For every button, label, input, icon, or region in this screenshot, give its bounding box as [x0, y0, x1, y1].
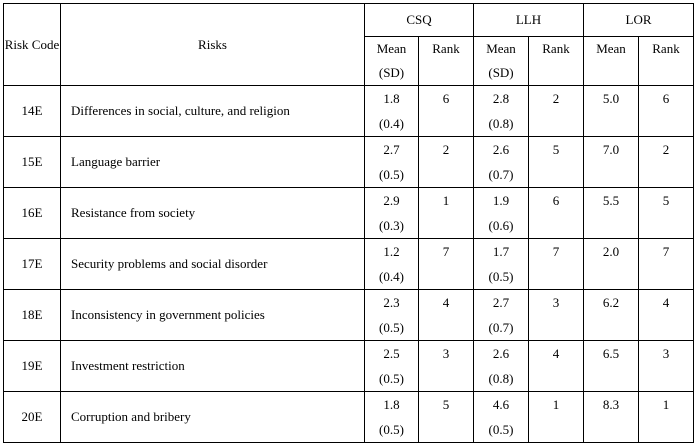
- table-row: 19E Investment restriction 2.5 (0.5) 3 2.…: [3, 340, 694, 392]
- header-lor-rank: Rank: [638, 36, 694, 86]
- risk-code: 19E: [3, 340, 61, 392]
- risk-name: Language barrier: [60, 136, 365, 188]
- header-risks: Risks: [60, 3, 365, 86]
- llh-mean-sd: 4.6 (0.5): [473, 391, 529, 443]
- header-llh: LLH: [473, 3, 584, 37]
- lor-rank: 6: [638, 85, 694, 137]
- llh-mean-sd: 2.6 (0.8): [473, 340, 529, 392]
- table-row: 17E Security problems and social disorde…: [3, 238, 694, 290]
- llh-rank: 6: [528, 187, 584, 239]
- table-row: 20E Corruption and bribery 1.8 (0.5) 5 4.…: [3, 391, 694, 443]
- lor-rank: 7: [638, 238, 694, 290]
- header-risk-code: Risk Code: [3, 3, 61, 86]
- llh-rank: 2: [528, 85, 584, 137]
- risk-code: 18E: [3, 289, 61, 341]
- risk-code: 15E: [3, 136, 61, 188]
- risk-code: 17E: [3, 238, 61, 290]
- llh-mean-sd: 2.7 (0.7): [473, 289, 529, 341]
- table-row: 18E Inconsistency in government policies…: [3, 289, 694, 341]
- csq-mean-sd: 1.8 (0.4): [364, 85, 419, 137]
- csq-rank: 3: [418, 340, 474, 392]
- llh-mean-sd: 1.7 (0.5): [473, 238, 529, 290]
- lor-rank: 4: [638, 289, 694, 341]
- csq-rank: 1: [418, 187, 474, 239]
- risk-name: Differences in social, culture, and reli…: [60, 85, 365, 137]
- csq-rank: 7: [418, 238, 474, 290]
- lor-mean: 6.5: [583, 340, 639, 392]
- llh-rank: 4: [528, 340, 584, 392]
- lor-rank: 1: [638, 391, 694, 443]
- csq-mean-sd: 1.8 (0.5): [364, 391, 419, 443]
- csq-mean-sd: 2.5 (0.5): [364, 340, 419, 392]
- risk-code: 16E: [3, 187, 61, 239]
- lor-rank: 3: [638, 340, 694, 392]
- header-llh-rank: Rank: [528, 36, 584, 86]
- header-row-sub: Mean (SD) Rank Mean (SD) Rank Mean Rank: [4, 36, 694, 86]
- llh-rank: 1: [528, 391, 584, 443]
- lor-mean: 2.0: [583, 238, 639, 290]
- risk-code: 20E: [3, 391, 61, 443]
- table-row: 15E Language barrier 2.7 (0.5) 2 2.6 (0.7)…: [3, 136, 694, 188]
- llh-mean-sd: 2.8 (0.8): [473, 85, 529, 137]
- csq-rank: 5: [418, 391, 474, 443]
- llh-rank: 7: [528, 238, 584, 290]
- risk-name: Investment restriction: [60, 340, 365, 392]
- lor-mean: 6.2: [583, 289, 639, 341]
- csq-rank: 2: [418, 136, 474, 188]
- csq-mean-sd: 2.3 (0.5): [364, 289, 419, 341]
- lor-mean: 5.0: [583, 85, 639, 137]
- risk-name: Corruption and bribery: [60, 391, 365, 443]
- csq-rank: 6: [418, 85, 474, 137]
- table-row: 16E Resistance from society 2.9 (0.3) 1 1…: [3, 187, 694, 239]
- risk-table: Risk Code Risks CSQ LLH LOR Mean (SD) Ran…: [3, 3, 694, 443]
- lor-rank: 5: [638, 187, 694, 239]
- llh-mean-sd: 1.9 (0.6): [473, 187, 529, 239]
- lor-mean: 5.5: [583, 187, 639, 239]
- csq-mean-sd: 2.7 (0.5): [364, 136, 419, 188]
- table-row: 14E Differences in social, culture, and …: [3, 85, 694, 137]
- header-llh-mean: Mean (SD): [473, 36, 529, 86]
- risk-code: 14E: [3, 85, 61, 137]
- header-csq-rank: Rank: [418, 36, 474, 86]
- header-lor: LOR: [583, 3, 694, 37]
- risk-name: Security problems and social disorder: [60, 238, 365, 290]
- lor-mean: 8.3: [583, 391, 639, 443]
- csq-mean-sd: 2.9 (0.3): [364, 187, 419, 239]
- header-csq: CSQ: [364, 3, 474, 37]
- csq-mean-sd: 1.2 (0.4): [364, 238, 419, 290]
- header-lor-mean: Mean: [583, 36, 639, 86]
- llh-mean-sd: 2.6 (0.7): [473, 136, 529, 188]
- lor-mean: 7.0: [583, 136, 639, 188]
- csq-rank: 4: [418, 289, 474, 341]
- risk-name: Resistance from society: [60, 187, 365, 239]
- risk-name: Inconsistency in government policies: [60, 289, 365, 341]
- header-csq-mean: Mean (SD): [364, 36, 419, 86]
- header-row-groups: Risk Code Risks CSQ LLH LOR: [3, 3, 694, 86]
- llh-rank: 3: [528, 289, 584, 341]
- llh-rank: 5: [528, 136, 584, 188]
- lor-rank: 2: [638, 136, 694, 188]
